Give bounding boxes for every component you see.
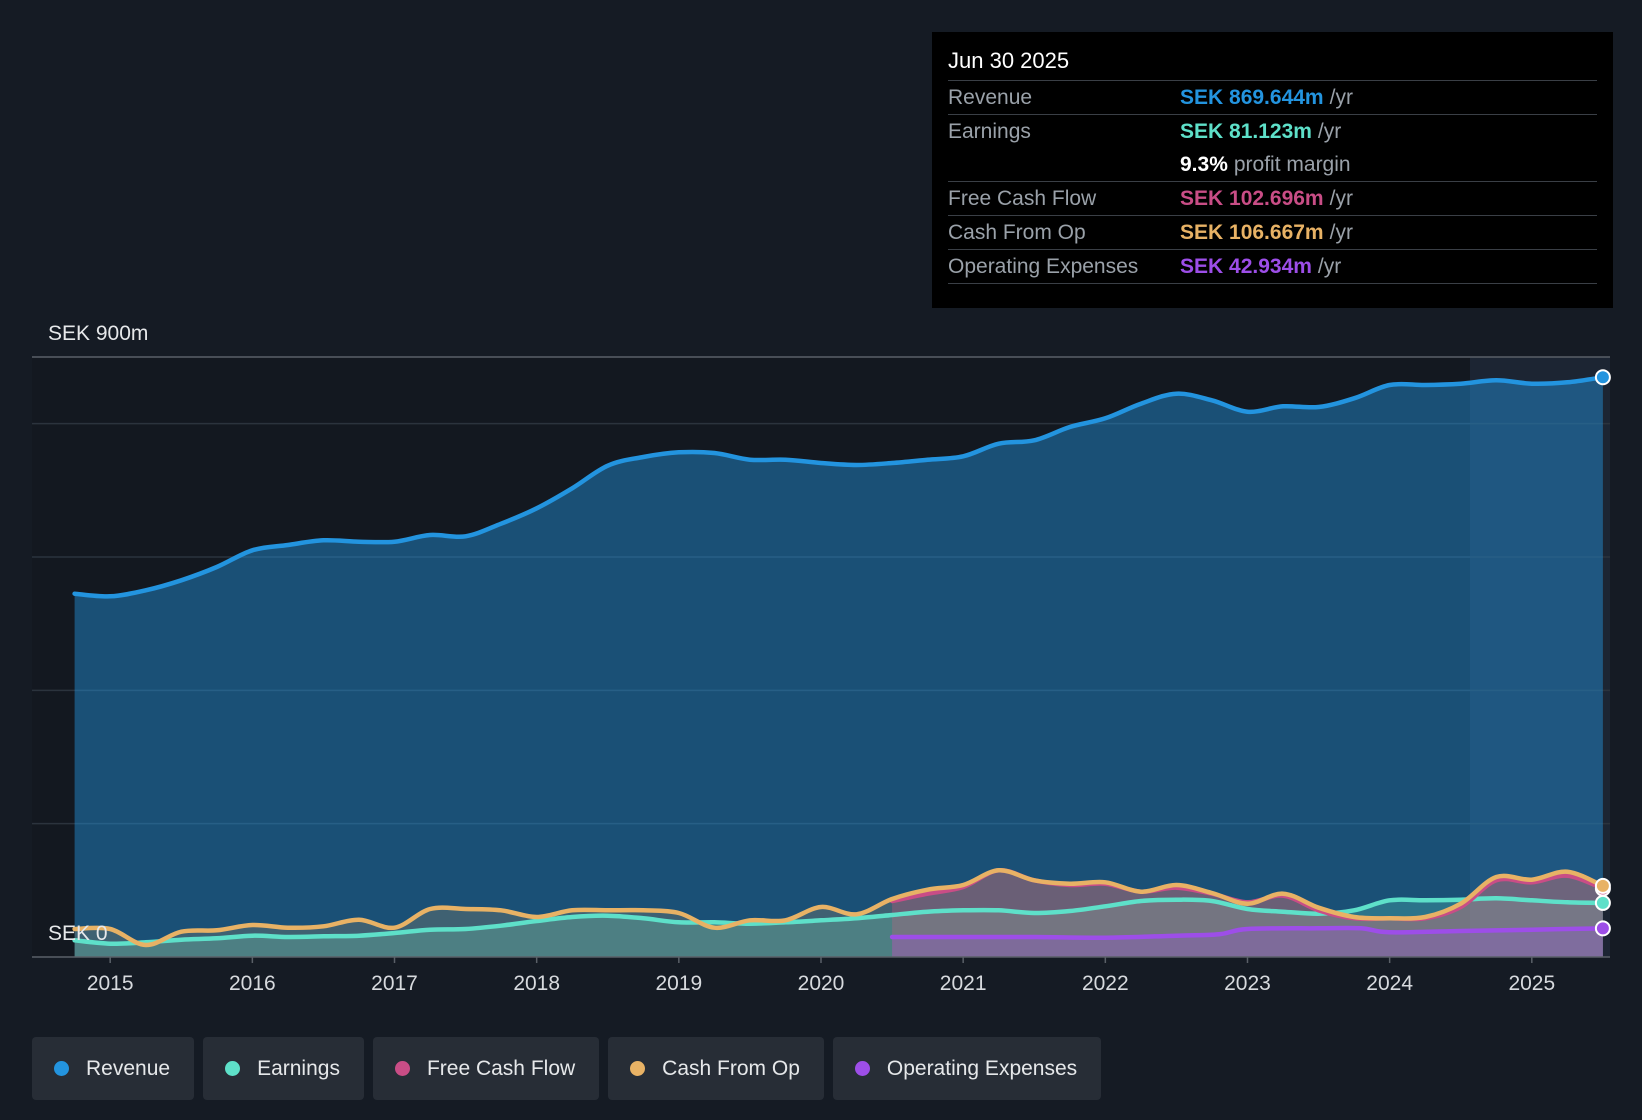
legend-item-earnings[interactable]: Earnings bbox=[203, 1037, 364, 1100]
y-axis-top-label: SEK 900m bbox=[48, 322, 148, 345]
grid-lines bbox=[32, 422, 1610, 825]
tooltip-label: Free Cash Flow bbox=[948, 187, 1097, 210]
tooltip-label: Operating Expenses bbox=[948, 255, 1139, 278]
tooltip-row-cash-from-op: Cash From Op SEK 106.667m /yr bbox=[948, 216, 1597, 250]
tooltip-unit: /yr bbox=[1329, 221, 1353, 244]
earnings-line bbox=[72, 896, 1606, 947]
legend-dot-icon bbox=[630, 1061, 646, 1076]
legend-item-operating-expenses[interactable]: Operating Expenses bbox=[832, 1037, 1102, 1100]
series-endpoints bbox=[1594, 369, 1611, 937]
plot-background bbox=[32, 357, 1610, 957]
x-tick-label: 2019 bbox=[655, 972, 702, 995]
tooltip-label: Cash From Op bbox=[948, 221, 1086, 244]
tooltip-unit: /yr bbox=[1329, 86, 1353, 109]
forecast-shade bbox=[1470, 357, 1610, 957]
revenue-area bbox=[74, 377, 1603, 957]
legend-item-revenue[interactable]: Revenue bbox=[32, 1037, 195, 1100]
tooltip-panel: Jun 30 2025 Revenue SEK 869.644m /yr Ear… bbox=[932, 32, 1613, 308]
x-tick-label: 2025 bbox=[1508, 972, 1555, 995]
tooltip-date: Jun 30 2025 bbox=[948, 46, 1597, 81]
revenue-endpoint bbox=[1594, 369, 1611, 386]
tooltip-value: SEK 42.934m bbox=[1180, 255, 1312, 278]
legend: Revenue Earnings Free Cash Flow Cash Fro… bbox=[32, 1037, 1110, 1100]
tooltip-row-free-cash-flow: Free Cash Flow SEK 102.696m /yr bbox=[948, 182, 1597, 216]
tooltip-unit: /yr bbox=[1317, 255, 1342, 278]
tooltip-row-revenue: Revenue SEK 869.644m /yr bbox=[948, 81, 1597, 115]
legend-label: Revenue bbox=[86, 1056, 171, 1080]
cash-from-op-line bbox=[72, 868, 1606, 948]
x-tick-label: 2017 bbox=[371, 972, 418, 995]
tooltip-unit: /yr bbox=[1317, 120, 1342, 143]
operating-expenses-endpoint bbox=[1594, 920, 1611, 937]
legend-dot-icon bbox=[854, 1061, 870, 1076]
series-lines bbox=[72, 374, 1606, 948]
tooltip-row-operating-expenses: Operating Expenses SEK 42.934m /yr bbox=[948, 250, 1597, 284]
tooltip-value: 9.3% bbox=[1180, 153, 1228, 176]
legend-dot-icon bbox=[54, 1061, 69, 1076]
tooltip-value: SEK 102.696m bbox=[1180, 187, 1324, 210]
tooltip-label bbox=[948, 148, 1180, 181]
y-axis-bottom-label: SEK 0 bbox=[48, 922, 108, 945]
legend-item-free-cash-flow[interactable]: Free Cash Flow bbox=[372, 1037, 600, 1100]
x-tick-label: 2015 bbox=[87, 972, 134, 995]
revenue-line bbox=[72, 374, 1606, 599]
x-tick-label: 2023 bbox=[1224, 972, 1271, 995]
x-tick-label: 2022 bbox=[1082, 972, 1129, 995]
legend-label: Operating Expenses bbox=[886, 1056, 1078, 1080]
earnings-endpoint bbox=[1594, 894, 1611, 911]
operating-expenses-area bbox=[892, 928, 1603, 957]
legend-dot-icon bbox=[394, 1061, 410, 1076]
tooltip-value: SEK 106.667m bbox=[1180, 221, 1324, 244]
tooltip-unit: /yr bbox=[1329, 187, 1353, 210]
legend-label: Cash From Op bbox=[662, 1056, 800, 1080]
legend-label: Free Cash Flow bbox=[426, 1056, 576, 1080]
tooltip-value: SEK 81.123m bbox=[1180, 120, 1312, 143]
legend-dot-icon bbox=[225, 1061, 241, 1076]
legend-label: Earnings bbox=[257, 1056, 340, 1080]
tooltip-unit: profit margin bbox=[1233, 153, 1351, 176]
legend-item-cash-from-op[interactable]: Cash From Op bbox=[608, 1037, 824, 1100]
tooltip-row-earnings: Earnings SEK 81.123m /yr bbox=[948, 115, 1597, 148]
tooltip-label: Earnings bbox=[948, 120, 1031, 143]
x-tick-label: 2016 bbox=[229, 972, 276, 995]
tooltip-row-profit-margin: 9.3% profit margin bbox=[948, 148, 1597, 182]
x-tick-label: 2024 bbox=[1366, 972, 1413, 995]
cash-from-op-endpoint bbox=[1594, 877, 1611, 894]
x-tick-label: 2020 bbox=[798, 972, 845, 995]
tooltip-value: SEK 869.644m bbox=[1180, 86, 1324, 109]
x-axis-ticks: 2015 2016 2017 2018 2019 2020 2021 2022 2023 2024… bbox=[87, 957, 1555, 995]
x-tick-label: 2021 bbox=[940, 972, 987, 995]
x-tick-label: 2018 bbox=[513, 972, 560, 995]
tooltip-label: Revenue bbox=[948, 86, 1033, 109]
operating-expenses-line bbox=[889, 925, 1606, 940]
earnings-area bbox=[74, 898, 1603, 957]
